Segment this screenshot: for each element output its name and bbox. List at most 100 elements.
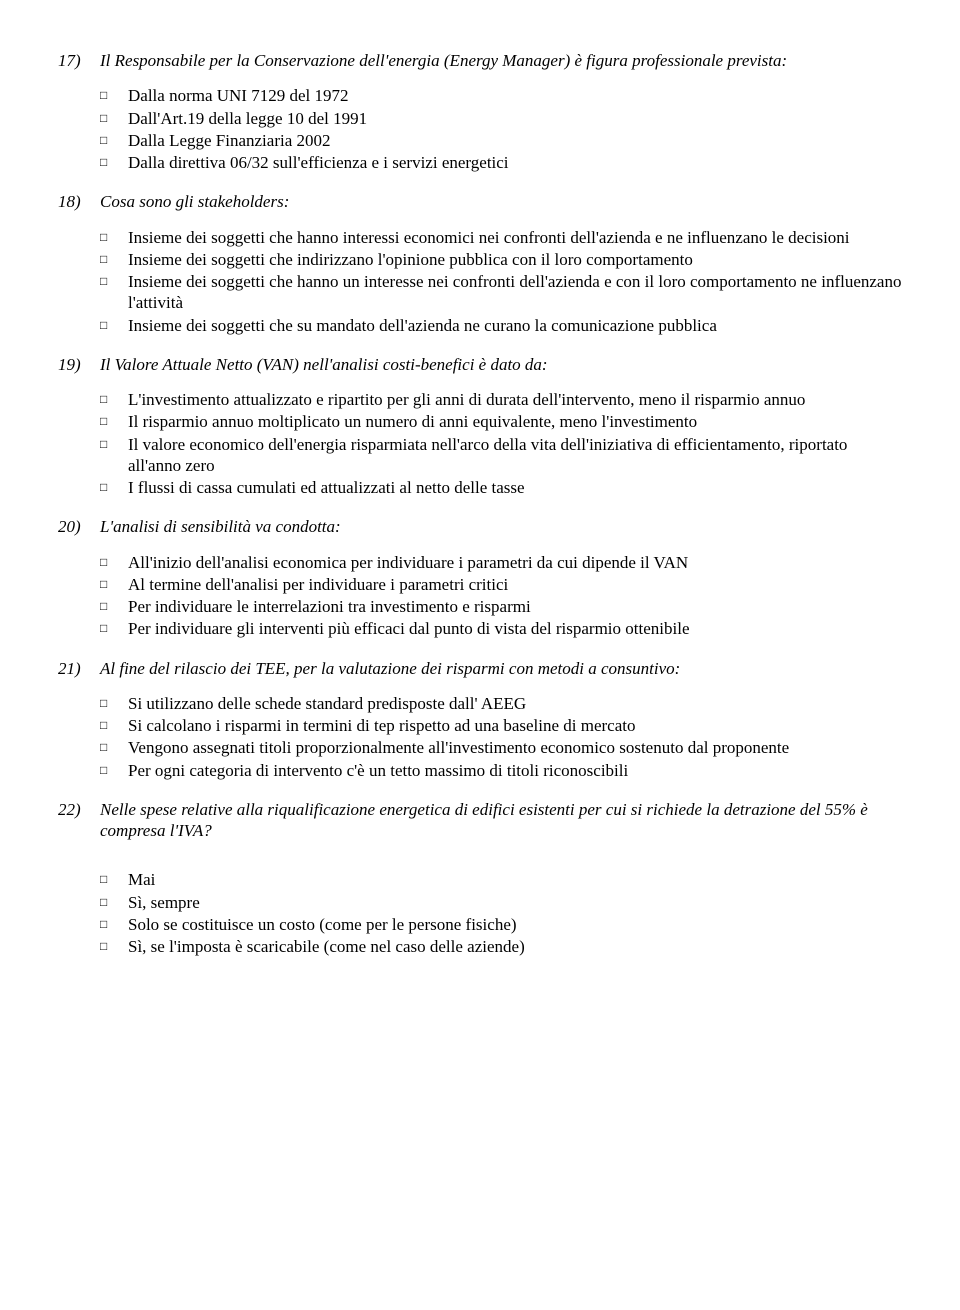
checkbox-icon[interactable]: □ [100,914,128,935]
checkbox-icon[interactable]: □ [100,693,128,714]
question-18: 18)Cosa sono gli stakeholders:□Insieme d… [58,191,902,336]
question-number: 19) [58,354,100,375]
question-19: 19)Il Valore Attuale Netto (VAN) nell'an… [58,354,902,499]
option-item: □Il risparmio annuo moltiplicato un nume… [100,411,902,432]
option-text: Sì, se l'imposta è scaricabile (come nel… [128,936,902,957]
question-header: 17)Il Responsabile per la Conservazione … [58,50,902,71]
option-text: Per individuare gli interventi più effic… [128,618,902,639]
option-text: Si calcolano i risparmi in termini di te… [128,715,902,736]
option-text: Insieme dei soggetti che hanno interessi… [128,227,902,248]
option-text: Si utilizzano delle schede standard pred… [128,693,902,714]
option-text: Dalla direttiva 06/32 sull'efficienza e … [128,152,902,173]
options-list: □Mai□Sì, sempre□Solo se costituisce un c… [100,869,902,957]
question-text: Cosa sono gli stakeholders: [100,191,902,212]
option-item: □Mai [100,869,902,890]
question-text: Il Responsabile per la Conservazione del… [100,50,902,71]
option-item: □Dall'Art.19 della legge 10 del 1991 [100,108,902,129]
question-21: 21)Al fine del rilascio dei TEE, per la … [58,658,902,781]
options-list: □Dalla norma UNI 7129 del 1972□Dall'Art.… [100,85,902,173]
option-item: □Insieme dei soggetti che hanno interess… [100,227,902,248]
option-item: □I flussi di cassa cumulati ed attualizz… [100,477,902,498]
checkbox-icon[interactable]: □ [100,227,128,248]
option-text: I flussi di cassa cumulati ed attualizza… [128,477,902,498]
options-list: □All'inizio dell'analisi economica per i… [100,552,902,640]
option-text: Mai [128,869,902,890]
checkbox-icon[interactable]: □ [100,936,128,957]
option-item: □All'inizio dell'analisi economica per i… [100,552,902,573]
question-number: 21) [58,658,100,679]
option-text: Insieme dei soggetti che su mandato dell… [128,315,902,336]
option-item: □Si utilizzano delle schede standard pre… [100,693,902,714]
question-number: 17) [58,50,100,71]
checkbox-icon[interactable]: □ [100,477,128,498]
checkbox-icon[interactable]: □ [100,892,128,913]
checkbox-icon[interactable]: □ [100,389,128,410]
option-text: Insieme dei soggetti che hanno un intere… [128,271,902,314]
question-17: 17)Il Responsabile per la Conservazione … [58,50,902,173]
checkbox-icon[interactable]: □ [100,574,128,595]
option-text: Solo se costituisce un costo (come per l… [128,914,902,935]
question-number: 18) [58,191,100,212]
question-text: L'analisi di sensibilità va condotta: [100,516,902,537]
option-text: Al termine dell'analisi per individuare … [128,574,902,595]
checkbox-icon[interactable]: □ [100,618,128,639]
option-item: □Si calcolano i risparmi in termini di t… [100,715,902,736]
option-item: □Insieme dei soggetti che indirizzano l'… [100,249,902,270]
checkbox-icon[interactable]: □ [100,130,128,151]
question-text: Nelle spese relative alla riqualificazio… [100,799,902,842]
options-list: □Si utilizzano delle schede standard pre… [100,693,902,781]
option-text: All'inizio dell'analisi economica per in… [128,552,902,573]
option-item: □Dalla Legge Finanziaria 2002 [100,130,902,151]
question-22: 22)Nelle spese relative alla riqualifica… [58,799,902,958]
option-item: □Dalla norma UNI 7129 del 1972 [100,85,902,106]
checkbox-icon[interactable]: □ [100,411,128,432]
checkbox-icon[interactable]: □ [100,249,128,270]
checkbox-icon[interactable]: □ [100,315,128,336]
checkbox-icon[interactable]: □ [100,552,128,573]
question-header: 18)Cosa sono gli stakeholders: [58,191,902,212]
question-20: 20)L'analisi di sensibilità va condotta:… [58,516,902,639]
question-number: 22) [58,799,100,820]
option-text: Vengono assegnati titoli proporzionalmen… [128,737,902,758]
document-root: 17)Il Responsabile per la Conservazione … [58,50,902,957]
option-text: Dalla norma UNI 7129 del 1972 [128,85,902,106]
option-item: □Solo se costituisce un costo (come per … [100,914,902,935]
question-header: 19)Il Valore Attuale Netto (VAN) nell'an… [58,354,902,375]
option-item: □Per individuare gli interventi più effi… [100,618,902,639]
option-item: □Sì, se l'imposta è scaricabile (come ne… [100,936,902,957]
checkbox-icon[interactable]: □ [100,715,128,736]
option-item: □Sì, sempre [100,892,902,913]
option-item: □Vengono assegnati titoli proporzionalme… [100,737,902,758]
checkbox-icon[interactable]: □ [100,596,128,617]
options-list: □Insieme dei soggetti che hanno interess… [100,227,902,336]
question-text: Il Valore Attuale Netto (VAN) nell'anali… [100,354,902,375]
checkbox-icon[interactable]: □ [100,760,128,781]
question-text: Al fine del rilascio dei TEE, per la val… [100,658,902,679]
option-item: □L'investimento attualizzato e ripartito… [100,389,902,410]
option-text: Il risparmio annuo moltiplicato un numer… [128,411,902,432]
option-text: Sì, sempre [128,892,902,913]
option-text: Per individuare le interrelazioni tra in… [128,596,902,617]
checkbox-icon[interactable]: □ [100,152,128,173]
question-header: 22)Nelle spese relative alla riqualifica… [58,799,902,842]
checkbox-icon[interactable]: □ [100,869,128,890]
option-text: Per ogni categoria di intervento c'è un … [128,760,902,781]
checkbox-icon[interactable]: □ [100,271,128,292]
checkbox-icon[interactable]: □ [100,434,128,455]
checkbox-icon[interactable]: □ [100,737,128,758]
option-text: L'investimento attualizzato e ripartito … [128,389,902,410]
option-item: □Insieme dei soggetti che su mandato del… [100,315,902,336]
option-item: □Per individuare le interrelazioni tra i… [100,596,902,617]
option-text: Dalla Legge Finanziaria 2002 [128,130,902,151]
checkbox-icon[interactable]: □ [100,108,128,129]
question-header: 21)Al fine del rilascio dei TEE, per la … [58,658,902,679]
checkbox-icon[interactable]: □ [100,85,128,106]
options-list: □L'investimento attualizzato e ripartito… [100,389,902,498]
option-text: Dall'Art.19 della legge 10 del 1991 [128,108,902,129]
option-item: □Al termine dell'analisi per individuare… [100,574,902,595]
question-header: 20)L'analisi di sensibilità va condotta: [58,516,902,537]
option-item: □Insieme dei soggetti che hanno un inter… [100,271,902,314]
option-text: Insieme dei soggetti che indirizzano l'o… [128,249,902,270]
question-number: 20) [58,516,100,537]
option-item: □Dalla direttiva 06/32 sull'efficienza e… [100,152,902,173]
